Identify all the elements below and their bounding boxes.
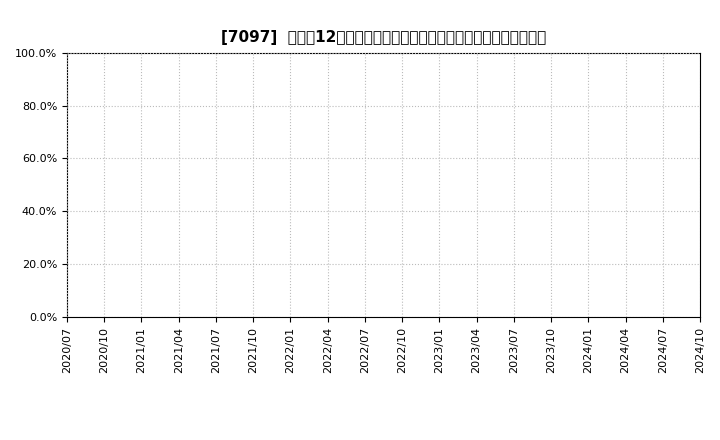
Title: [7097]  売上高12か月移動合計の対前年同期増減率の標準偏差の推移: [7097] 売上高12か月移動合計の対前年同期増減率の標準偏差の推移 xyxy=(221,29,546,45)
Legend: 3年, 5年, 7年, 10年: 3年, 5年, 7年, 10年 xyxy=(216,438,551,440)
